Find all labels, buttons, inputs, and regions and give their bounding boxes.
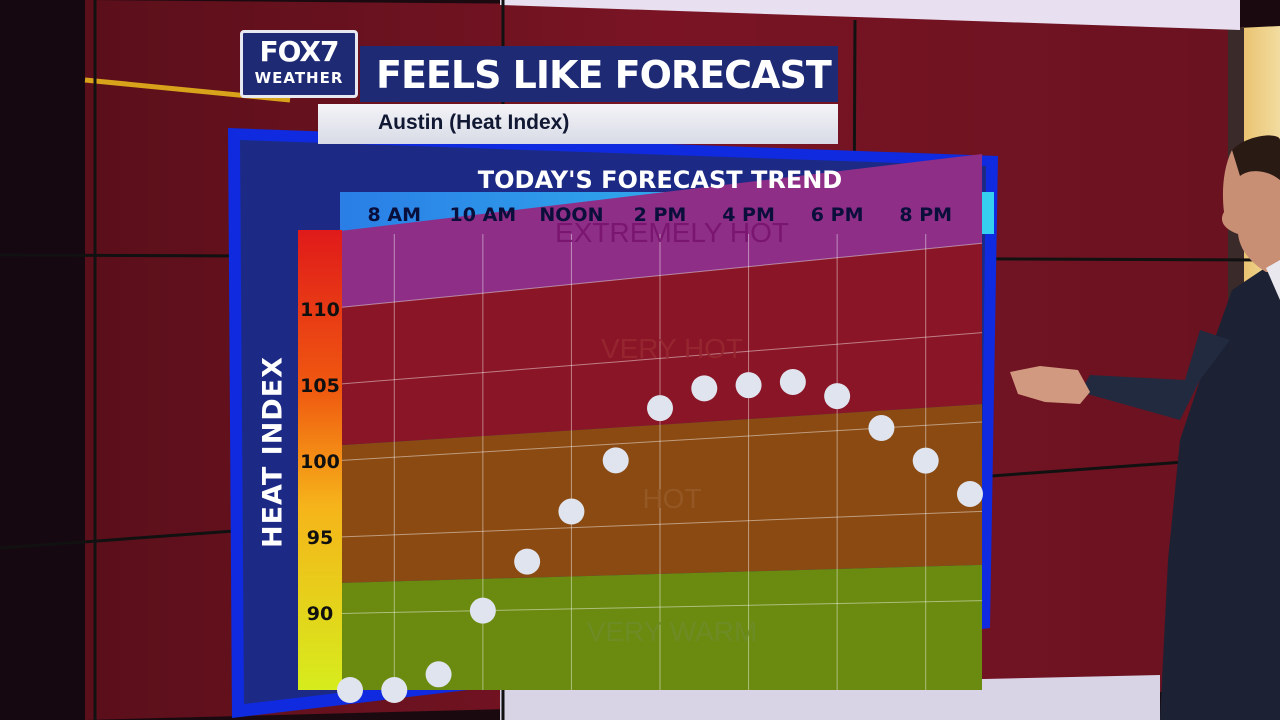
y-tick-label: 95 [306,526,334,549]
data-point [425,661,452,688]
band-label: VERY HOT [600,333,744,365]
y-tick-label: 100 [300,450,340,473]
band-very-hot [342,243,982,446]
data-point [602,447,629,474]
band-label: HOT [642,482,702,514]
x-tick-label: 8 PM [899,204,953,226]
band-extremely-hot [342,153,982,308]
page-title: FEELS LIKE FORECAST [376,53,832,97]
data-point [514,548,541,575]
grid-line-h [341,332,983,385]
data-point [337,677,363,703]
band-label: VERY WARM [586,615,758,647]
grid-line-h [341,242,983,308]
grid-line-h [341,510,983,538]
band-very-warm [342,564,982,690]
data-point [381,677,408,703]
y-tick-label: 90 [306,602,334,625]
x-tick-label: 8 AM [367,204,422,226]
chart-title: TODAY'S FORECAST TREND [477,166,843,194]
data-point [469,597,496,624]
data-point [957,480,983,507]
x-tick-label: 4 PM [722,204,775,226]
data-point [735,372,762,399]
data-point [691,375,718,402]
logo-main-text: FOX7 [259,35,339,68]
band-label: EXTREMELY HOT [555,216,789,248]
x-tick-label: 2 PM [633,204,687,226]
page-subtitle: Austin (Heat Index) [378,111,570,134]
x-tick-label: 6 PM [810,204,864,226]
logo-sub-text: WEATHER [254,69,344,87]
data-point [647,395,673,422]
data-point [558,498,585,525]
y-tick-label: 105 [300,374,340,397]
data-point [868,415,895,442]
fox7-weather-logo: FOX7 WEATHER [240,30,358,98]
heat-scale-bar [298,230,342,690]
title-bar [360,46,838,102]
data-point [824,383,851,410]
data-point [912,447,939,474]
x-tick-label: NOON [539,204,604,226]
band-hot [342,404,982,583]
subtitle-bar [318,104,838,144]
x-tick-label: 10 AM [449,204,517,226]
data-point [779,368,806,395]
grid-line-h [341,600,983,614]
y-tick-label: 110 [300,298,340,321]
